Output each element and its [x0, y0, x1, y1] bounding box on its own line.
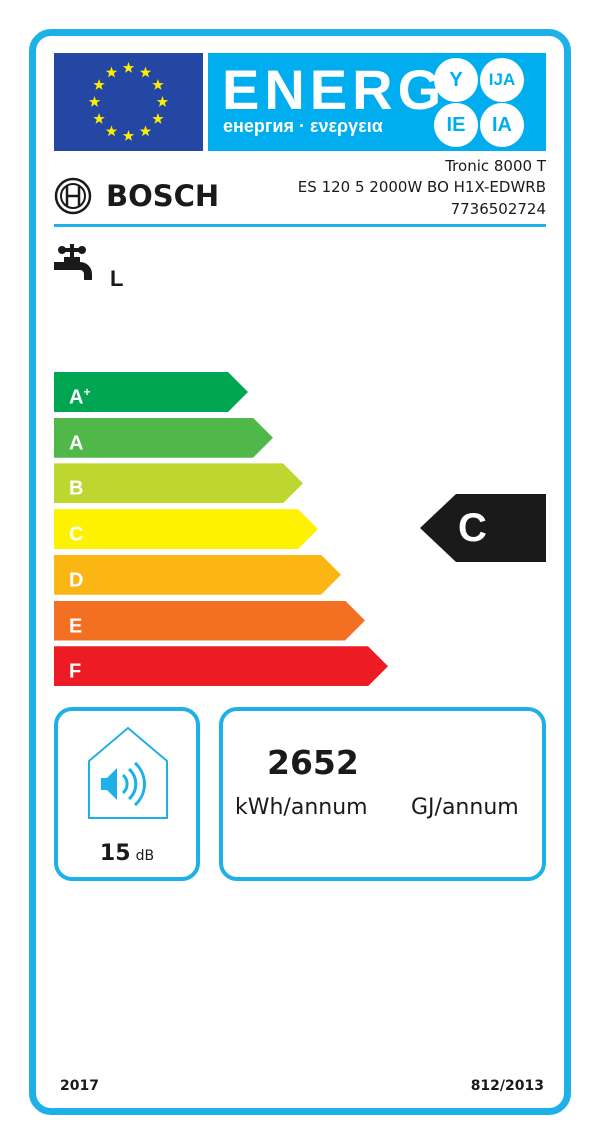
eu-star — [122, 130, 135, 141]
eu-flag — [54, 53, 203, 151]
energy-subtitle: енергия · ενεργεια — [223, 116, 383, 136]
eu-star — [156, 96, 169, 107]
eu-star — [139, 125, 152, 137]
regulation-number: 812/2013 — [470, 1078, 544, 1094]
eu-star — [139, 66, 152, 78]
bar-label-sup: + — [83, 385, 91, 399]
load-profile: L — [110, 266, 124, 291]
eu-star — [152, 79, 164, 90]
suffix-ia: IA — [480, 103, 524, 147]
eu-star — [122, 62, 135, 73]
bar-label: A — [69, 432, 84, 455]
efficiency-bar: C — [54, 509, 318, 549]
energy-header: ENERG енергия · ενεργεια Y IJA IE IA — [208, 53, 546, 151]
efficiency-bar: B — [54, 463, 303, 503]
noise-box: 15 dB — [54, 707, 200, 881]
eu-star — [93, 113, 105, 124]
consumption-box: 2652 kWh/annum GJ/annum — [219, 707, 546, 881]
bar-label: D — [69, 569, 84, 592]
noise-number: 15 — [99, 841, 131, 866]
tap-icon — [54, 244, 92, 280]
eu-star — [93, 79, 105, 90]
unit-kwh: kWh/annum — [235, 795, 368, 820]
bar-label: A — [69, 386, 84, 409]
model-code: ES 120 5 2000W BO H1X-EDWRB — [297, 178, 546, 196]
bar-label: B — [69, 478, 84, 501]
noise-value: 15 dB — [58, 841, 196, 866]
eu-star — [152, 113, 164, 124]
model-name: Tronic 8000 T — [445, 157, 546, 175]
divider — [54, 224, 546, 227]
suffix-ie: IE — [434, 103, 478, 147]
label-frame — [29, 29, 571, 1115]
suffix-ija: IJA — [480, 58, 524, 102]
brand-logo: BOSCH — [54, 177, 219, 215]
eu-star — [105, 125, 118, 137]
eu-stars-icon — [88, 62, 169, 141]
efficiency-bar: E — [54, 601, 365, 641]
energy-title: ENERG — [222, 58, 447, 121]
efficiency-bar: A — [54, 418, 273, 458]
noise-unit: dB — [135, 848, 155, 864]
label-year: 2017 — [60, 1078, 99, 1094]
efficiency-bar: D — [54, 555, 341, 595]
model-number: 7736502724 — [450, 200, 546, 218]
bosch-armature-icon — [54, 177, 92, 215]
bar-label: E — [69, 615, 83, 638]
bar-label: F — [69, 660, 82, 683]
brand-name: BOSCH — [106, 179, 220, 213]
suffix-y: Y — [434, 58, 478, 102]
consumption-value: 2652 — [267, 743, 359, 782]
eu-star — [88, 96, 101, 107]
eu-star — [105, 66, 118, 78]
house-speaker-icon — [88, 726, 168, 819]
bar-label: C — [69, 523, 84, 546]
efficiency-bar: F — [54, 646, 388, 686]
unit-gj: GJ/annum — [411, 795, 519, 820]
efficiency-bar: A+ — [54, 372, 248, 412]
